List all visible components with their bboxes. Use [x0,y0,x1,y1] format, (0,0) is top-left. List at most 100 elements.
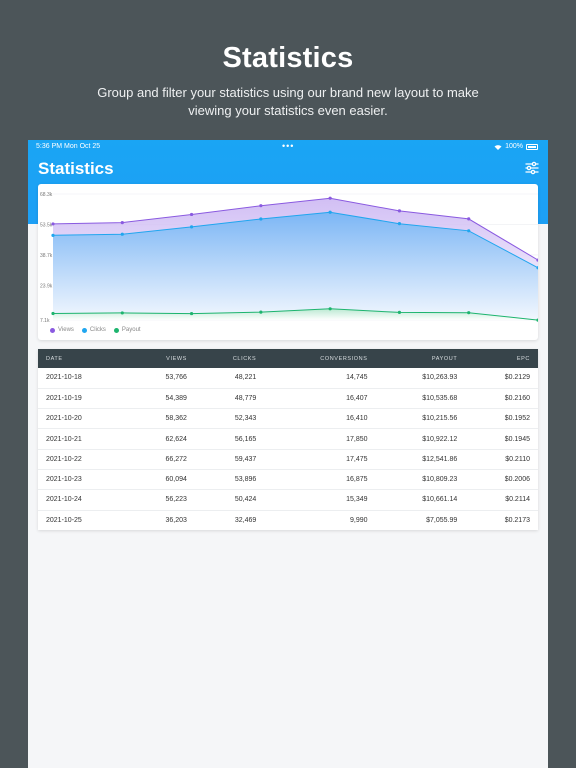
cell-epc: $0.1952 [465,408,538,430]
table-row[interactable]: 2021-10-23 60,094 53,896 16,875 $10,809.… [38,469,538,491]
statistics-chart: 68.3k 53.5k 38.7k 23.9k 7.1k [40,192,538,324]
table-row[interactable]: 2021-10-18 53,766 48,221 14,745 $10,263.… [38,368,538,389]
cell-epc: $0.2006 [465,469,538,491]
multitasking-dots[interactable]: ••• [282,141,295,151]
cell-clicks: 32,469 [234,516,257,524]
battery-percent: 100% [505,143,523,150]
payout-point [397,310,402,314]
table-row[interactable]: 2021-10-19 54,389 48,779 16,407 $10,535.… [38,388,538,410]
column-header-conversions[interactable]: CONVERSIONS [320,355,368,362]
table-row[interactable]: 2021-10-25 36,203 32,469 9,990 $7,055.99… [38,510,538,530]
clicks-point [189,225,194,229]
cell-epc: $0.2114 [465,489,538,511]
cell-payout: $10,809.23 [375,469,466,491]
cell-date: 2021-10-25 [46,516,82,524]
clicks-point [328,210,332,214]
cell-views: 58,362 [129,408,195,430]
clicks-point [259,217,263,221]
legend-label: Views [58,327,74,333]
column-header-date[interactable]: DATE [46,355,63,362]
column-header-epc[interactable]: EPC [516,355,530,362]
cell-conversions: 17,850 [264,428,376,450]
column-header-clicks[interactable]: CLICKS [232,355,257,362]
payout-point [51,311,55,316]
cell-clicks: 53,896 [194,469,265,491]
cell-epc: $0.2173 [504,516,530,524]
table-row[interactable]: 2021-10-21 62,624 56,165 17,850 $10,922.… [38,428,538,450]
cell-date: 2021-10-18 [38,368,130,389]
clicks-point [397,222,402,226]
cell-views: 36,203 [165,516,187,524]
payout-point [467,311,471,315]
cell-date: 2021-10-24 [38,489,130,511]
legend-dot-clicks [81,327,87,333]
y-tick-label: 7.1k [40,318,50,324]
payout-point [536,318,538,322]
cell-payout: $10,215.56 [375,408,466,430]
views-area [53,198,538,268]
payout-line [52,308,538,321]
y-tick-label: 23.9k [40,283,53,289]
cell-views: 54,389 [129,388,195,410]
page-title: Statistics [38,159,114,178]
y-tick-label: 53.5k [40,222,53,228]
clicks-point [120,232,124,236]
cell-clicks: 48,221 [194,368,265,389]
cell-payout: $7,055.99 [426,516,458,524]
payout-area [53,308,538,321]
column-header-views[interactable]: VIEWS [166,355,187,362]
cell-clicks: 48,779 [194,388,265,410]
cell-conversions: 15,349 [264,489,376,511]
clicks-line [52,211,538,269]
cell-conversions: 16,407 [264,388,376,410]
cell-payout: $10,263.93 [375,368,466,389]
cell-views: 56,223 [129,489,195,511]
table-row[interactable]: 2021-10-22 66,272 59,437 17,475 $12,541.… [38,449,538,470]
cell-epc: $0.2110 [465,449,538,470]
legend-item-payout[interactable]: Payout [113,327,141,333]
cell-date: 2021-10-23 [38,469,130,491]
views-point [328,196,332,200]
legend-label: Clicks [89,327,106,333]
sliders-icon[interactable] [524,160,540,176]
cell-conversions: 16,875 [264,469,376,491]
views-point [397,209,402,213]
cell-date: 2021-10-19 [38,388,130,410]
legend-dot-views [50,327,55,333]
legend-item-views[interactable]: Views [50,327,74,333]
table-row[interactable]: 2021-10-20 58,362 52,343 16,410 $10,215.… [38,408,538,430]
cell-payout: $10,661.14 [375,489,466,511]
clicks-point [467,229,471,233]
payout-point [189,311,194,316]
status-right: 100% [494,143,538,150]
cell-views: 60,094 [129,469,195,491]
y-tick-label: 38.7k [40,253,53,259]
table-header-row: DATE VIEWS CLICKS CONVERSIONS PAYOUT EPC [38,349,538,368]
views-point [536,258,538,262]
cell-clicks: 50,424 [194,489,265,511]
cell-views: 53,766 [129,368,195,389]
chart-card: 68.3k 53.5k 38.7k 23.9k 7.1k Views Clicks Pa… [38,184,538,340]
y-tick-label: 68.3k [40,192,53,198]
wifi-icon [494,144,502,150]
promo-title: Statistics [222,42,354,74]
cell-payout: $10,535.68 [375,388,466,410]
cell-epc: $0.2129 [465,368,538,389]
table-row[interactable]: 2021-10-24 56,223 50,424 15,349 $10,661.… [38,489,538,511]
views-point [259,204,263,208]
cell-conversions: 16,410 [264,408,376,430]
cell-clicks: 59,437 [194,449,265,470]
clicks-point [536,266,538,270]
column-header-payout[interactable]: PAYOUT [431,355,458,362]
cell-conversions: 9,990 [350,516,368,524]
legend-dot-payout [113,327,119,333]
promo-subtitle: Group and filter your statistics using o… [97,85,479,118]
views-point [467,217,471,221]
statistics-table-card: DATE VIEWS CLICKS CONVERSIONS PAYOUT EPC… [38,349,538,531]
cell-date: 2021-10-22 [38,449,130,470]
cell-payout: $10,922.12 [375,428,466,450]
cell-epc: $0.2160 [465,388,538,410]
legend-item-clicks[interactable]: Clicks [81,327,106,333]
cell-conversions: 17,475 [264,449,376,470]
cell-epc: $0.1945 [465,428,538,450]
